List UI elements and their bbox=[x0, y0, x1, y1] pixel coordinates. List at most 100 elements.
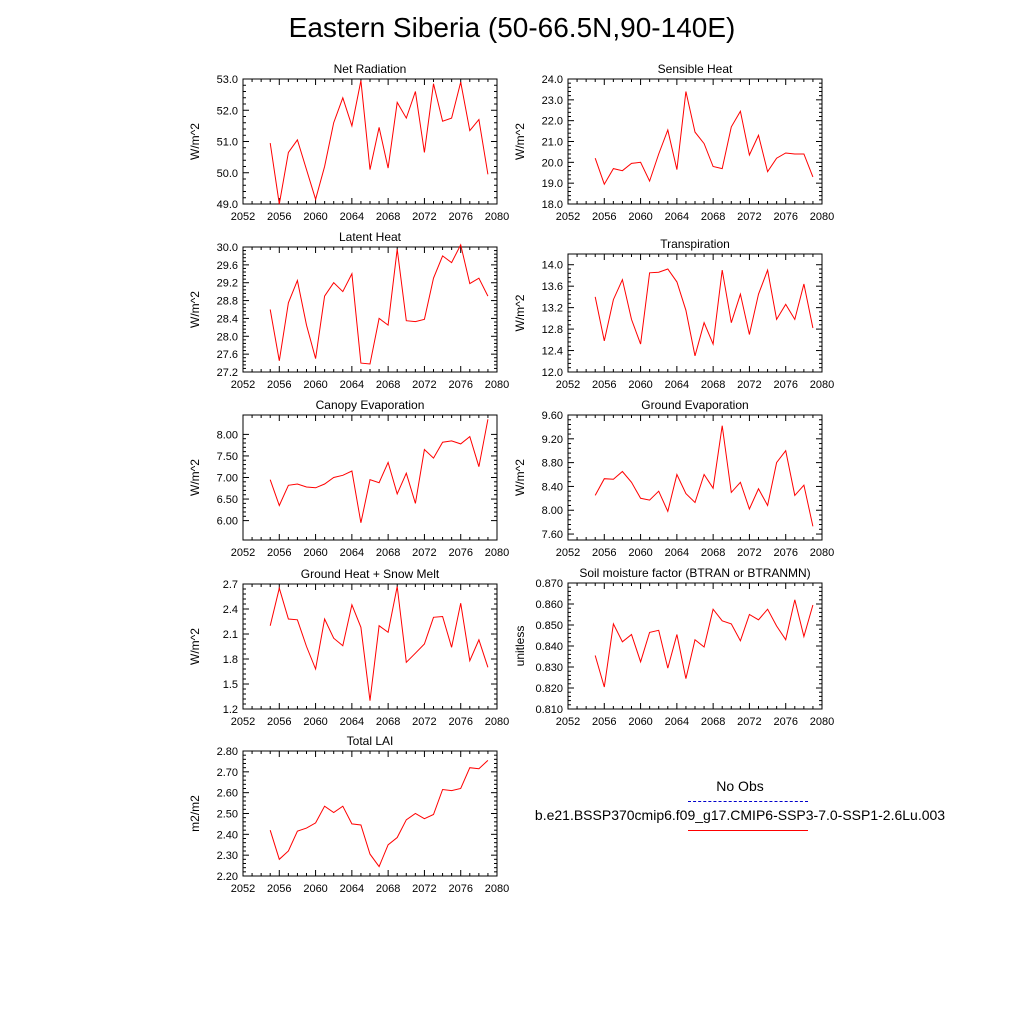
panel-title: Transpiration bbox=[660, 237, 730, 251]
x-tick-label: 2056 bbox=[592, 716, 616, 728]
x-tick-label: 2076 bbox=[448, 211, 472, 223]
x-tick-label: 2052 bbox=[231, 883, 255, 895]
y-tick-label: 21.0 bbox=[542, 137, 563, 149]
series-line bbox=[594, 91, 814, 186]
x-tick-label: 2076 bbox=[773, 211, 797, 223]
panel-title: Soil moisture factor (BTRAN or BTRANMN) bbox=[579, 566, 810, 580]
y-tick-label: 2.50 bbox=[217, 809, 238, 821]
y-axis-label: W/m^2 bbox=[513, 294, 527, 331]
y-tick-label: 2.1 bbox=[223, 629, 238, 641]
x-tick-label: 2052 bbox=[231, 211, 255, 223]
panel-title: Ground Heat + Snow Melt bbox=[301, 567, 440, 581]
y-tick-label: 0.820 bbox=[535, 683, 563, 695]
x-tick-label: 2060 bbox=[303, 547, 327, 559]
y-axis-label: W/m^2 bbox=[188, 459, 202, 496]
x-tick-label: 2052 bbox=[231, 547, 255, 559]
x-tick-label: 2076 bbox=[448, 883, 472, 895]
y-tick-label: 2.70 bbox=[217, 767, 238, 779]
x-tick-label: 2080 bbox=[810, 379, 834, 391]
x-tick-label: 2076 bbox=[448, 547, 472, 559]
x-tick-label: 2064 bbox=[340, 379, 364, 391]
x-tick-label: 2068 bbox=[376, 211, 400, 223]
x-tick-label: 2064 bbox=[340, 716, 364, 728]
x-tick-label: 2056 bbox=[267, 547, 291, 559]
series-line bbox=[269, 586, 489, 701]
x-tick-label: 2060 bbox=[303, 716, 327, 728]
x-tick-label: 2060 bbox=[303, 211, 327, 223]
x-tick-label: 2060 bbox=[628, 716, 652, 728]
y-tick-label: 0.810 bbox=[535, 704, 563, 716]
x-tick-label: 2060 bbox=[303, 883, 327, 895]
x-tick-label: 2064 bbox=[340, 547, 364, 559]
y-tick-label: 2.30 bbox=[217, 850, 238, 862]
x-tick-label: 2056 bbox=[267, 211, 291, 223]
series-line bbox=[269, 80, 489, 205]
x-tick-label: 2072 bbox=[412, 211, 436, 223]
chart-panel-4: 2052 2056 2060 2064 2068 2072 2076 2080 12.0 12.4… bbox=[513, 237, 834, 391]
x-tick-label: 2056 bbox=[592, 211, 616, 223]
plot-frame bbox=[242, 414, 498, 541]
y-tick-label: 23.0 bbox=[542, 95, 563, 107]
y-tick-label: 22.0 bbox=[542, 116, 563, 128]
series-line bbox=[269, 243, 489, 365]
series-line bbox=[594, 599, 814, 688]
y-tick-label: 0.860 bbox=[535, 599, 563, 611]
y-tick-label: 28.8 bbox=[217, 296, 238, 308]
x-tick-label: 2068 bbox=[701, 716, 725, 728]
y-tick-label: 19.0 bbox=[542, 178, 563, 190]
x-tick-label: 2060 bbox=[628, 211, 652, 223]
x-tick-label: 2068 bbox=[376, 547, 400, 559]
panel-title: Sensible Heat bbox=[658, 62, 733, 76]
y-axis-label: W/m^2 bbox=[188, 628, 202, 665]
x-tick-label: 2064 bbox=[665, 716, 689, 728]
x-tick-label: 2056 bbox=[267, 716, 291, 728]
x-tick-label: 2064 bbox=[665, 547, 689, 559]
x-tick-label: 2052 bbox=[231, 716, 255, 728]
x-tick-label: 2072 bbox=[412, 716, 436, 728]
y-axis-label: unitless bbox=[513, 626, 527, 667]
x-tick-label: 2064 bbox=[665, 211, 689, 223]
x-tick-label: 2080 bbox=[810, 547, 834, 559]
y-tick-label: 2.7 bbox=[223, 579, 238, 591]
plot-frame bbox=[567, 414, 823, 541]
legend-obs-label: No Obs bbox=[716, 778, 764, 794]
legend-obs-line bbox=[688, 801, 808, 802]
x-tick-label: 2056 bbox=[592, 547, 616, 559]
y-tick-label: 6.00 bbox=[217, 516, 238, 528]
y-tick-label: 7.60 bbox=[542, 529, 563, 541]
y-tick-label: 0.850 bbox=[535, 620, 563, 632]
chart-panel-2: 2052 2056 2060 2064 2068 2072 2076 2080 18.0 19.0… bbox=[513, 62, 834, 223]
x-tick-label: 2052 bbox=[556, 716, 580, 728]
x-tick-label: 2060 bbox=[303, 379, 327, 391]
x-tick-label: 2072 bbox=[412, 379, 436, 391]
y-axis-label: W/m^2 bbox=[513, 123, 527, 160]
x-tick-label: 2068 bbox=[701, 379, 725, 391]
x-tick-label: 2072 bbox=[412, 883, 436, 895]
y-tick-label: 12.4 bbox=[542, 346, 563, 358]
y-tick-label: 2.40 bbox=[217, 829, 238, 841]
x-tick-label: 2068 bbox=[376, 379, 400, 391]
x-tick-label: 2072 bbox=[737, 379, 761, 391]
y-tick-label: 53.0 bbox=[217, 74, 238, 86]
y-tick-label: 2.4 bbox=[223, 604, 238, 616]
series-line bbox=[594, 425, 814, 527]
x-tick-label: 2072 bbox=[737, 211, 761, 223]
plot-frame bbox=[567, 582, 823, 710]
series-line bbox=[269, 419, 489, 523]
y-axis-label: W/m^2 bbox=[188, 123, 202, 160]
y-tick-label: 29.2 bbox=[217, 278, 238, 290]
y-tick-label: 28.0 bbox=[217, 331, 238, 343]
series-line bbox=[594, 268, 814, 357]
y-tick-label: 18.0 bbox=[542, 199, 563, 211]
y-tick-label: 2.80 bbox=[217, 746, 238, 758]
y-tick-label: 9.60 bbox=[542, 410, 563, 422]
panel-title: Latent Heat bbox=[339, 230, 402, 244]
legend-case-line bbox=[688, 830, 808, 831]
x-tick-label: 2080 bbox=[810, 716, 834, 728]
y-tick-label: 13.6 bbox=[542, 281, 563, 293]
x-tick-label: 2080 bbox=[485, 211, 509, 223]
y-tick-label: 6.50 bbox=[217, 494, 238, 506]
x-tick-label: 2068 bbox=[701, 211, 725, 223]
x-tick-label: 2072 bbox=[737, 547, 761, 559]
